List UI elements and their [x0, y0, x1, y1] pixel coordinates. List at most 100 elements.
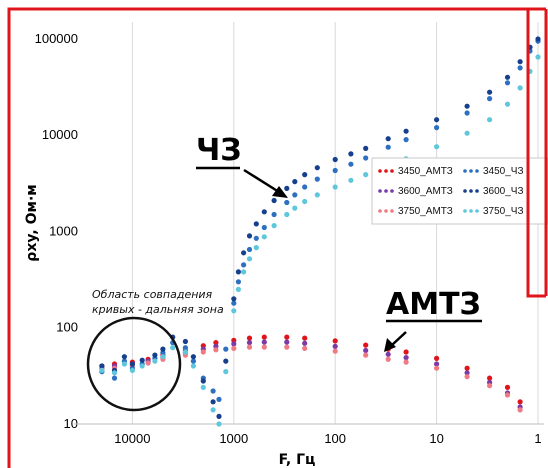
data-point: [231, 341, 237, 347]
data-point: [210, 407, 216, 413]
data-point: [200, 349, 206, 355]
legend-marker: [384, 209, 388, 213]
cz-arrow: [243, 168, 280, 194]
data-point: [284, 339, 290, 345]
data-point: [223, 358, 229, 364]
data-point: [464, 110, 470, 116]
legend-marker: [384, 189, 388, 193]
data-point: [284, 334, 290, 340]
data-point: [231, 300, 237, 306]
series-4: [99, 36, 541, 419]
data-point: [517, 65, 523, 71]
data-point: [363, 172, 369, 178]
data-point: [292, 205, 298, 211]
data-point: [517, 59, 523, 65]
data-point: [213, 347, 219, 353]
data-point: [216, 421, 222, 427]
x-axis-title: F, Гц: [279, 452, 316, 468]
data-point: [385, 136, 391, 142]
data-point: [363, 145, 369, 151]
data-point: [535, 54, 541, 60]
data-point: [271, 197, 277, 204]
data-point: [302, 335, 308, 341]
amtz-arrowhead: [384, 338, 396, 352]
legend-marker: [384, 169, 388, 173]
data-point: [241, 262, 247, 268]
data-point: [139, 363, 145, 369]
x-tick-label: 100: [324, 431, 346, 446]
data-point: [261, 344, 267, 350]
data-point: [504, 101, 511, 107]
y-tick-label: 10: [64, 416, 78, 431]
data-point: [504, 74, 511, 80]
data-point: [253, 245, 259, 251]
data-point: [190, 358, 196, 364]
data-point: [253, 235, 259, 241]
data-point: [253, 221, 259, 227]
data-point: [302, 340, 308, 346]
y-axis-title: ρxy, Ом·м: [24, 184, 40, 261]
data-point: [302, 198, 308, 205]
data-point: [302, 184, 308, 190]
data-point: [231, 345, 237, 351]
data-point: [434, 144, 440, 150]
data-point: [332, 156, 338, 163]
data-point: [160, 346, 166, 352]
data-point: [210, 399, 216, 405]
data-point: [403, 355, 409, 361]
data-point: [160, 354, 166, 360]
legend-marker: [475, 169, 479, 173]
data-point: [160, 350, 166, 356]
data-point: [152, 358, 158, 364]
series-3: [99, 38, 541, 402]
data-point: [434, 125, 440, 131]
amtz-arrow: [391, 331, 407, 346]
data-point: [213, 340, 219, 346]
data-point: [271, 223, 277, 229]
data-point: [241, 269, 247, 275]
data-point: [246, 335, 253, 341]
data-point: [487, 383, 493, 389]
data-point: [246, 340, 253, 346]
coincidence-circle: [86, 316, 182, 412]
data-point: [261, 234, 267, 240]
coincidence-note-line-1: Область совпадения: [92, 288, 213, 301]
data-point: [504, 392, 511, 398]
data-point: [182, 349, 188, 355]
data-point: [216, 413, 222, 419]
data-point: [235, 286, 241, 292]
y-tick-label: 100000: [35, 31, 78, 46]
data-point: [261, 224, 267, 231]
data-point: [363, 352, 369, 358]
data-point: [314, 165, 320, 171]
data-point: [314, 176, 320, 182]
legend-marker: [378, 169, 382, 173]
data-point: [403, 359, 409, 365]
data-point: [504, 384, 511, 390]
data-point: [99, 367, 105, 373]
data-point: [302, 345, 308, 351]
data-point: [182, 338, 188, 345]
data-point: [464, 130, 470, 136]
legend-marker: [463, 189, 467, 193]
data-point: [332, 338, 338, 344]
cz-label: ЧЗ: [196, 133, 242, 168]
data-point: [145, 360, 151, 366]
data-point: [246, 233, 253, 239]
data-point: [403, 349, 409, 355]
data-point: [348, 161, 354, 167]
plot-area: [99, 36, 541, 427]
legend-marker: [475, 209, 479, 213]
highlight-frame-right: [526, 9, 546, 298]
data-point: [302, 172, 308, 178]
data-point: [504, 80, 511, 86]
data-point: [434, 365, 440, 371]
data-point: [190, 363, 196, 369]
data-point: [403, 137, 409, 143]
data-point: [332, 184, 338, 190]
data-point: [152, 352, 158, 358]
x-tick-label: 1: [534, 431, 541, 446]
data-point: [223, 346, 229, 352]
data-point: [284, 344, 290, 350]
